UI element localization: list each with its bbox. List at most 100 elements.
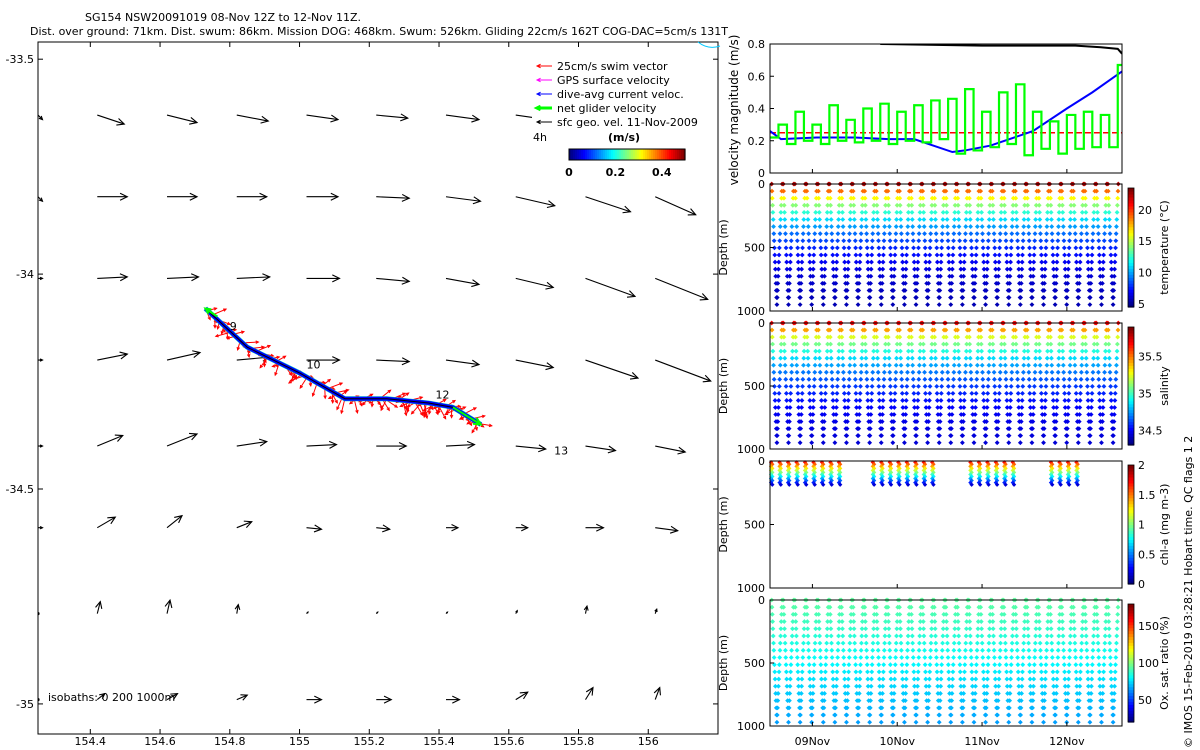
salinity-point: [1001, 334, 1007, 340]
salinity-colorbar-frame: [1127, 326, 1135, 446]
geo-vector-arrow: [236, 438, 269, 447]
oxygen-point: [972, 691, 978, 696]
temperature-colorbar-segment: [1128, 208, 1134, 213]
chlorophyll-colorbar-segment: [1128, 503, 1134, 508]
salinity-point: [916, 376, 922, 382]
temperature-point: [1043, 245, 1049, 251]
oxygen-point: [909, 626, 915, 632]
salinity-point: [903, 398, 909, 403]
temperature-point: [984, 280, 989, 286]
temperature-point: [794, 238, 800, 244]
temperature-point: [1021, 217, 1027, 222]
salinity-point: [940, 355, 946, 361]
colorbar-segment: [651, 149, 654, 160]
temperature-point: [996, 252, 1002, 258]
oxygen-point: [1027, 662, 1032, 668]
oxygen-point: [771, 647, 777, 653]
oxygen-point: [829, 655, 835, 660]
oxygen-point: [892, 662, 898, 668]
temperature-point: [1062, 259, 1068, 265]
oxygen-point: [834, 669, 840, 675]
temperature-point: [1084, 231, 1090, 237]
oxygen-point: [879, 705, 885, 711]
temperature-point: [1099, 295, 1105, 300]
oxygen-point: [880, 691, 885, 696]
oxygen-point: [944, 633, 950, 639]
temperature-point: [904, 238, 910, 244]
oxygen-point: [836, 626, 842, 632]
salinity-point: [801, 348, 807, 354]
temperature-point: [879, 288, 885, 293]
chl-point: [819, 464, 825, 469]
salinity-point: [1065, 419, 1071, 424]
salinity-colorbar-segment: [1128, 335, 1134, 340]
salinity-point: [1044, 362, 1050, 368]
oxygen-point: [1076, 705, 1082, 711]
colorbar-segment: [587, 149, 590, 160]
oxygen-point: [827, 611, 833, 617]
temperature-point: [974, 238, 980, 244]
temperature-point: [991, 224, 997, 229]
temperature-point: [894, 217, 899, 222]
oxygen-point: [776, 676, 782, 682]
oxygen-point: [1089, 683, 1094, 689]
oxygen-point: [871, 626, 877, 632]
oxygen-point: [865, 669, 870, 675]
temperature-point: [859, 217, 865, 222]
temperature-point: [912, 273, 918, 279]
oxygen-point: [916, 662, 921, 668]
chl-point: [837, 466, 843, 471]
temperature-point: [774, 295, 780, 300]
temperature-point: [854, 266, 859, 272]
chl-point: [777, 468, 782, 473]
salinity-point: [952, 341, 958, 347]
temperature-point: [894, 209, 900, 215]
salinity-point: [1110, 440, 1116, 446]
oxygen-point: [945, 662, 951, 668]
temperature-point: [1018, 288, 1024, 293]
temperature-point: [1010, 217, 1015, 222]
salinity-point: [782, 362, 788, 368]
temperature-point: [935, 266, 941, 272]
oxygen-colorbar-segment: [1128, 704, 1134, 708]
temperature-point: [851, 202, 857, 208]
temperature-point: [929, 202, 935, 208]
oxygen-point: [792, 604, 798, 610]
temperature-point: [1090, 224, 1096, 229]
temperature-point: [978, 188, 984, 194]
salinity-point: [875, 355, 880, 361]
temperature-point: [795, 259, 801, 265]
salinity-point: [845, 405, 851, 410]
salinity-point: [1060, 341, 1065, 347]
chl-point: [993, 460, 999, 465]
oxygen-point: [902, 705, 908, 711]
temperature-point: [835, 231, 841, 237]
salinity-point: [971, 440, 977, 446]
oxygen-point: [1067, 633, 1073, 639]
oxygen-point: [804, 619, 810, 624]
salinity-point: [952, 355, 957, 361]
oxygen-point: [936, 719, 942, 725]
temperature-point: [997, 231, 1003, 237]
temperature-point: [1112, 266, 1118, 272]
temperature-point: [820, 302, 826, 308]
temperature-point: [794, 231, 800, 237]
chlorophyll-colorbar-segment: [1128, 467, 1134, 472]
temperature-point: [1003, 231, 1009, 237]
title-line1: SG154 NSW20091019 08-Nov 12Z to 12-Nov 1…: [85, 11, 361, 24]
oxygen-point: [939, 662, 945, 668]
temperature-point: [853, 259, 859, 265]
chlorophyll-colorbar-label: chl-a (mg m-3): [1158, 484, 1171, 566]
oxygen-point: [973, 669, 979, 675]
colorbar-segment: [623, 149, 626, 160]
oxygen-point: [992, 662, 998, 668]
salinity-point: [770, 355, 776, 361]
temperature-point: [957, 238, 963, 244]
salinity-point: [933, 362, 939, 368]
temperature-point: [800, 245, 805, 251]
oxygen-point: [923, 691, 929, 696]
salinity-point: [806, 383, 812, 389]
temperature-point: [1006, 302, 1012, 308]
temperature-ytick-label: 1000: [737, 305, 765, 318]
oxygen-point: [862, 604, 868, 610]
